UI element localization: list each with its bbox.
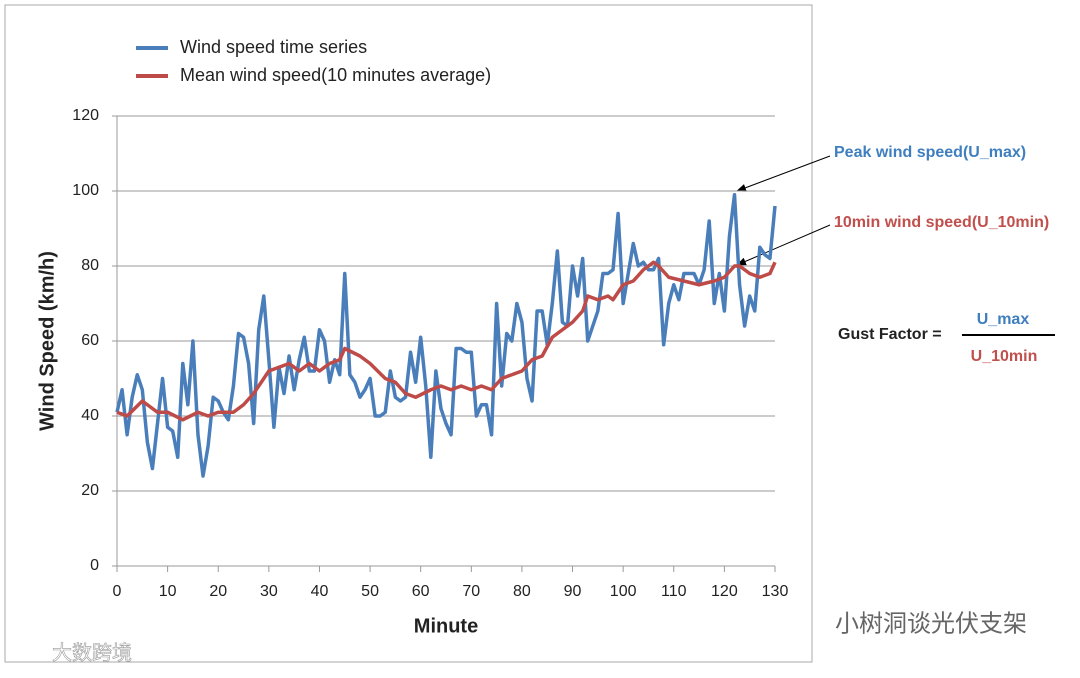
annotation-arrow bbox=[736, 155, 831, 192]
x-axis-label: Minute bbox=[414, 615, 478, 637]
x-tick-label: 40 bbox=[311, 583, 329, 600]
formula-label: Gust Factor = bbox=[838, 326, 942, 343]
x-tick-label: 80 bbox=[513, 583, 531, 600]
x-tick-label: 70 bbox=[462, 583, 480, 600]
annotation-arrow bbox=[736, 224, 831, 266]
legend-label: Wind speed time series bbox=[180, 37, 367, 57]
data-line bbox=[115, 193, 777, 478]
annotation: Peak wind speed(U_max) bbox=[834, 144, 1026, 161]
x-tick-label: 20 bbox=[209, 583, 227, 600]
x-tick-label: 100 bbox=[610, 583, 637, 600]
watermark: 小树洞谈光伏支架 bbox=[835, 610, 1027, 637]
x-tick-label: 90 bbox=[564, 583, 582, 600]
formula-denominator: U_10min bbox=[971, 348, 1038, 365]
legend-label: Mean wind speed(10 minutes average) bbox=[180, 65, 491, 85]
y-tick-label: 40 bbox=[81, 407, 99, 424]
y-tick-label: 120 bbox=[72, 107, 99, 124]
y-tick-label: 60 bbox=[81, 332, 99, 349]
y-axis-label: Wind Speed (km/h) bbox=[36, 251, 58, 431]
y-tick-label: 100 bbox=[72, 182, 99, 199]
x-tick-label: 50 bbox=[361, 583, 379, 600]
x-tick-label: 60 bbox=[412, 583, 430, 600]
x-tick-label: 130 bbox=[762, 583, 789, 600]
annotation: 10min wind speed(U_10min) bbox=[834, 214, 1049, 231]
x-tick-label: 120 bbox=[711, 583, 738, 600]
x-tick-label: 30 bbox=[260, 583, 278, 600]
formula-numerator: U_max bbox=[977, 311, 1030, 328]
y-tick-label: 80 bbox=[81, 257, 99, 274]
y-tick-label: 0 bbox=[90, 557, 99, 574]
data-line bbox=[116, 260, 777, 422]
x-tick-label: 10 bbox=[159, 583, 177, 600]
y-tick-label: 20 bbox=[81, 482, 99, 499]
x-tick-label: 0 bbox=[113, 583, 122, 600]
x-tick-label: 110 bbox=[661, 583, 687, 600]
watermark: 大数跨境 bbox=[52, 641, 132, 664]
chart-frame bbox=[4, 4, 813, 663]
